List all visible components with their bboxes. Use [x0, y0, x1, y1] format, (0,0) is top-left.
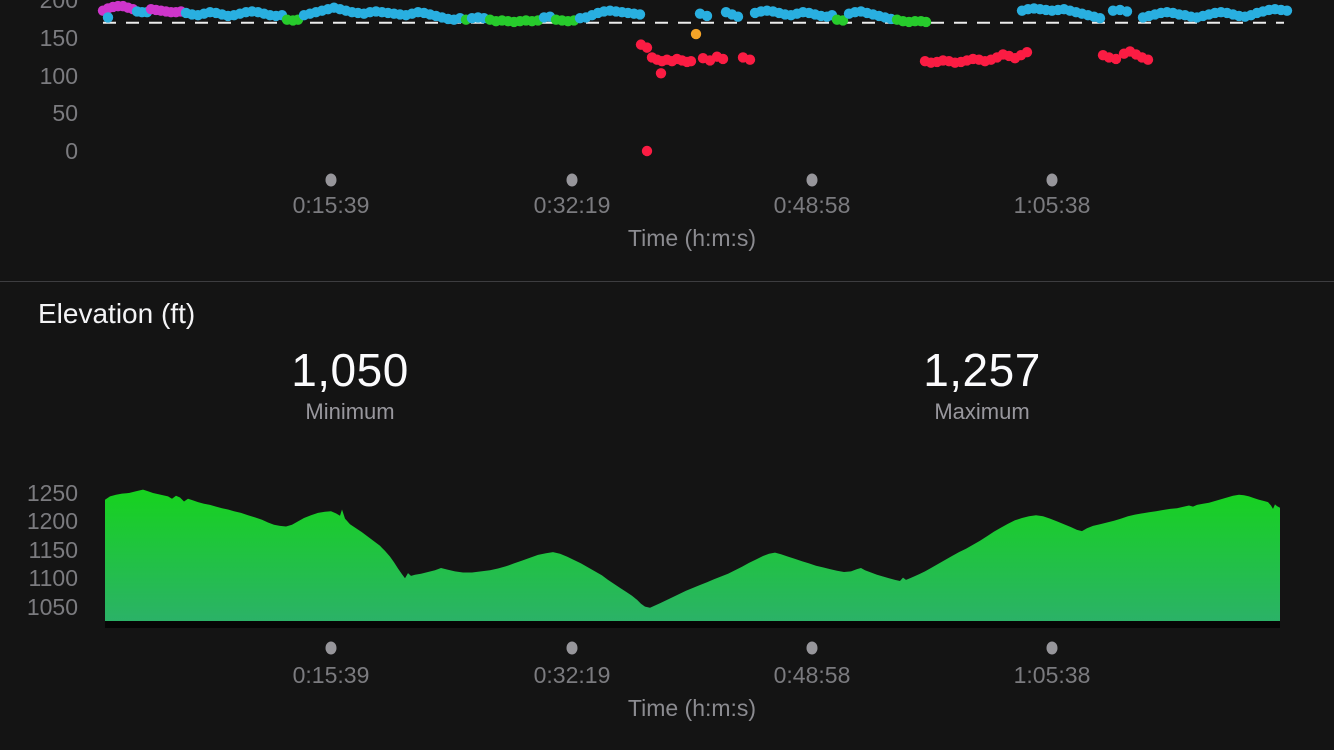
hr-x-tick-label: 0:48:58: [773, 192, 851, 218]
scatter-point: [102, 12, 114, 23]
elevation-x-tick-label: 0:15:39: [292, 662, 370, 688]
scatter-point: [1021, 46, 1033, 58]
scatter-point: [690, 28, 702, 40]
hr-x-tick-dot: [325, 173, 337, 187]
hr-y-tick-label: 150: [39, 24, 78, 51]
hr-y-tick-label: 0: [65, 138, 78, 164]
elevation-x-tick-label: 1:05:38: [1013, 662, 1091, 688]
elevation-max-stat: 1,257 Maximum: [923, 346, 1041, 425]
scatter-point: [717, 53, 729, 65]
hr-x-tick-label: 1:05:38: [1013, 192, 1091, 218]
elevation-max-value: 1,257: [923, 344, 1041, 396]
elevation-max-label: Maximum: [934, 399, 1030, 425]
hr-y-tick-label: 100: [39, 62, 78, 89]
hr-x-axis-title: Time (h:m:s): [627, 225, 757, 251]
hr-y-tick-label: 50: [52, 100, 78, 127]
elevation-area: [105, 489, 1280, 621]
elevation-min-label: Minimum: [305, 399, 395, 425]
hr-x-tick-label: 0:15:39: [292, 192, 370, 218]
scatter-point: [1281, 5, 1293, 16]
scatter-point: [685, 56, 697, 67]
scatter-point: [1142, 54, 1154, 65]
scatter-point: [1110, 53, 1122, 65]
elevation-x-tick-dot: [806, 641, 818, 655]
scatter-point: [634, 9, 646, 20]
scatter-point: [641, 145, 653, 157]
elevation-x-tick-dot: [1046, 641, 1058, 655]
scatter-point: [1094, 13, 1106, 24]
hr-x-tick-dot: [806, 173, 818, 187]
elevation-title: Elevation (ft): [38, 298, 196, 329]
elevation-baseline: [105, 621, 1280, 628]
elevation-x-tick-label: 0:32:19: [533, 662, 611, 688]
hr-x-tick-label: 0:32:19: [533, 192, 611, 218]
elevation-y-tick-label: 1150: [28, 536, 78, 563]
elevation-x-tick-label: 0:48:58: [773, 662, 851, 688]
scatter-point: [744, 54, 756, 65]
scatter-point: [701, 10, 713, 22]
hr-x-tick-dot: [1046, 173, 1058, 187]
elevation-y-tick-label: 1200: [26, 508, 78, 535]
hr-x-tick-dot: [566, 173, 578, 187]
scatter-point: [641, 42, 653, 53]
elevation-min-stat: 1,050 Minimum: [291, 346, 409, 425]
scatter-point: [732, 11, 744, 22]
elevation-min-value: 1,050: [291, 344, 409, 396]
elevation-y-tick-label: 1050: [26, 593, 78, 620]
scatter-point: [837, 15, 849, 26]
elevation-x-axis-title: Time (h:m:s): [627, 695, 757, 721]
scatter-point: [1121, 6, 1133, 17]
elevation-x-tick-dot: [566, 641, 578, 655]
elevation-y-tick-label: 1250: [26, 480, 78, 506]
section-divider: [0, 281, 1334, 282]
elevation-x-tick-dot: [325, 641, 337, 655]
elevation-y-tick-label: 1100: [28, 565, 78, 592]
hr-y-tick-label: 200: [39, 0, 78, 14]
scatter-point: [655, 68, 667, 79]
scatter-point: [920, 16, 932, 28]
